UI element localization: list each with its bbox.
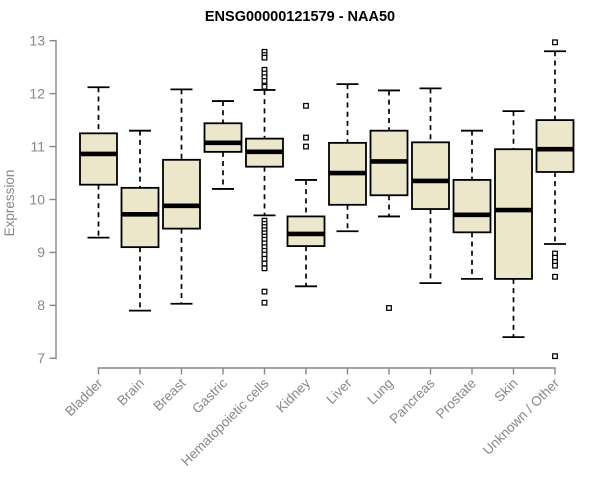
iqr-box xyxy=(79,132,118,186)
outlier-point xyxy=(552,353,558,360)
y-tick-label: 13 xyxy=(29,33,45,49)
outlier-point xyxy=(303,102,309,109)
x-category-label: Brain xyxy=(114,376,147,409)
outlier-point xyxy=(552,262,558,269)
boxplot-unknown-other xyxy=(535,39,575,360)
y-tick-label: 12 xyxy=(29,85,45,101)
x-category-label: Pancreas xyxy=(387,375,438,426)
y-tick-label: 10 xyxy=(29,191,45,207)
iqr-box xyxy=(203,122,243,153)
outlier-point xyxy=(261,260,268,267)
y-tick-label: 9 xyxy=(37,244,45,260)
y-tick-label: 7 xyxy=(37,350,45,366)
boxplot-liver xyxy=(328,83,367,233)
x-category-label: Lung xyxy=(364,376,396,408)
iqr-box xyxy=(120,186,160,249)
boxplot-pancreas xyxy=(411,87,450,285)
iqr-box xyxy=(411,141,450,210)
boxplot-hematopoietic-cells xyxy=(245,48,284,306)
iqr-box xyxy=(286,215,326,247)
x-category-label: Bladder xyxy=(62,375,106,419)
x-category-label: Skin xyxy=(491,376,520,405)
boxplot-breast xyxy=(162,88,201,305)
x-category-label: Prostate xyxy=(433,376,479,422)
iqr-box xyxy=(452,179,492,234)
outlier-point xyxy=(261,78,268,84)
outlier-point xyxy=(261,288,268,295)
x-category-label: Liver xyxy=(323,375,355,407)
boxplot-bladder xyxy=(79,86,118,239)
iqr-box xyxy=(535,119,575,173)
iqr-box xyxy=(494,148,533,280)
y-axis-title: Expression xyxy=(2,170,17,237)
x-category-label: Breast xyxy=(150,375,188,413)
y-tick-label: 8 xyxy=(37,297,45,313)
outlier-point xyxy=(261,265,268,272)
outlier-point xyxy=(261,83,268,90)
boxplot-gastric xyxy=(203,100,243,190)
x-category-label: Gastric xyxy=(189,375,230,416)
outlier-point xyxy=(552,39,558,46)
outlier-point xyxy=(261,54,268,61)
y-tick-label: 11 xyxy=(30,138,45,154)
outlier-point xyxy=(261,299,268,306)
boxplot-kidney xyxy=(286,102,326,288)
x-category-label: Unknown / Other xyxy=(480,375,563,458)
outlier-point xyxy=(261,255,268,262)
boxplot-lung xyxy=(369,89,409,311)
boxplot-prostate xyxy=(452,129,492,280)
outlier-point xyxy=(552,273,558,280)
x-category-label: Kidney xyxy=(273,375,313,415)
chart-title: ENSG00000121579 - NAA50 xyxy=(205,9,395,25)
boxplot-skin xyxy=(494,110,533,339)
outlier-point xyxy=(303,143,309,150)
outlier-point xyxy=(303,134,309,141)
outlier-point xyxy=(386,305,392,311)
iqr-box xyxy=(162,158,201,230)
boxplot-brain xyxy=(120,129,160,312)
